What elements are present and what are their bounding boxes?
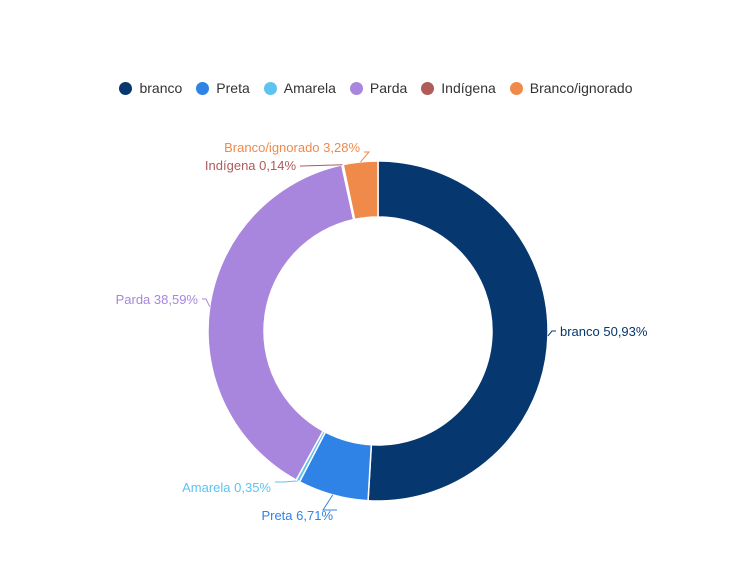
legend-item-preta[interactable]: Preta	[196, 80, 250, 96]
leader-line-indigena	[300, 164, 343, 167]
legend-item-branco[interactable]: branco	[119, 80, 182, 96]
slice-label-preta: Preta 6,71%	[261, 508, 333, 523]
legend-item-parda[interactable]: Parda	[349, 80, 408, 96]
leader-line-preta	[322, 494, 337, 511]
donut-slice-parda[interactable]	[207, 164, 355, 482]
slice-label-indigena: Indígena 0,14%	[205, 158, 297, 173]
legend-label-branco: branco	[139, 80, 183, 96]
legend-label-indigena: Indígena	[441, 80, 496, 96]
legend-swatch-preta	[196, 81, 210, 95]
legend-label-branco-ignorado: Branco/ignorado	[529, 80, 633, 96]
slice-label-amarela: Amarela 0,35%	[182, 480, 271, 495]
slice-label-parda: Parda 38,59%	[116, 292, 199, 307]
chart-legend: branco Preta Amarela Parda Indígena Bran…	[0, 78, 752, 98]
legend-swatch-branco-ignorado	[509, 81, 523, 95]
legend-item-indigena[interactable]: Indígena	[421, 80, 496, 96]
legend-label-amarela: Amarela	[283, 80, 336, 96]
slice-label-branco-ignorado: Branco/ignorado 3,28%	[224, 140, 360, 155]
leader-line-branco-ignorado	[360, 151, 371, 163]
donut-slice-branco-ignorado[interactable]	[342, 160, 379, 221]
donut-slice-branco[interactable]	[367, 160, 549, 502]
leader-line-amarela	[275, 480, 298, 483]
leader-line-branco	[547, 330, 556, 337]
legend-item-amarela[interactable]: Amarela	[263, 80, 336, 96]
legend-swatch-amarela	[263, 81, 277, 95]
legend-swatch-indigena	[421, 81, 435, 95]
legend-swatch-parda	[349, 81, 363, 95]
slice-label-branco: branco 50,93%	[560, 324, 648, 339]
legend-item-branco-ignorado[interactable]: Branco/ignorado	[509, 80, 633, 96]
legend-swatch-branco	[119, 81, 133, 95]
legend-label-parda: Parda	[369, 80, 408, 96]
leader-line-parda	[202, 298, 211, 307]
legend-label-preta: Preta	[216, 80, 250, 96]
